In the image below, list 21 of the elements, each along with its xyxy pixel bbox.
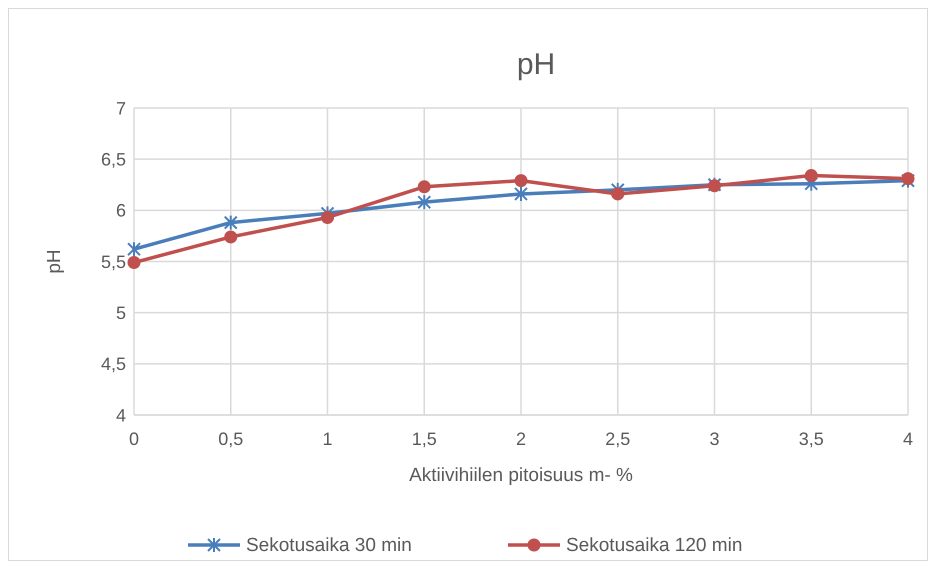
chart-title: pH [516, 48, 556, 81]
y-tick-label: 5,5 [100, 252, 126, 272]
y-tick-label: 4 [116, 405, 126, 426]
x-tick-label: 2,5 [605, 429, 630, 449]
x-tick-label: 4 [902, 429, 914, 449]
y-tick-label: 6 [116, 200, 126, 221]
legend-label: Sekotusaika 30 min [246, 535, 412, 556]
y-tick-label: 4,5 [100, 354, 126, 374]
x-axis-title: Aktiivihiilen pitoisuus m- % [409, 465, 634, 486]
y-tick-label: 5 [116, 302, 126, 323]
y-axis-title: pH [44, 249, 65, 274]
x-tick-label: 2 [516, 429, 526, 449]
x-tick-label: 0,5 [218, 429, 244, 449]
x-tick-label: 3 [709, 429, 720, 449]
x-tick-label: 0 [128, 429, 140, 449]
y-tick-label: 7 [116, 98, 126, 118]
x-tick-label: 1,5 [412, 429, 437, 449]
x-tick-label: 3,5 [798, 429, 824, 449]
x-tick-label: 1 [322, 429, 333, 449]
y-tick-label: 6,5 [100, 149, 126, 170]
legend-label: Sekotusaika 120 min [566, 535, 742, 556]
